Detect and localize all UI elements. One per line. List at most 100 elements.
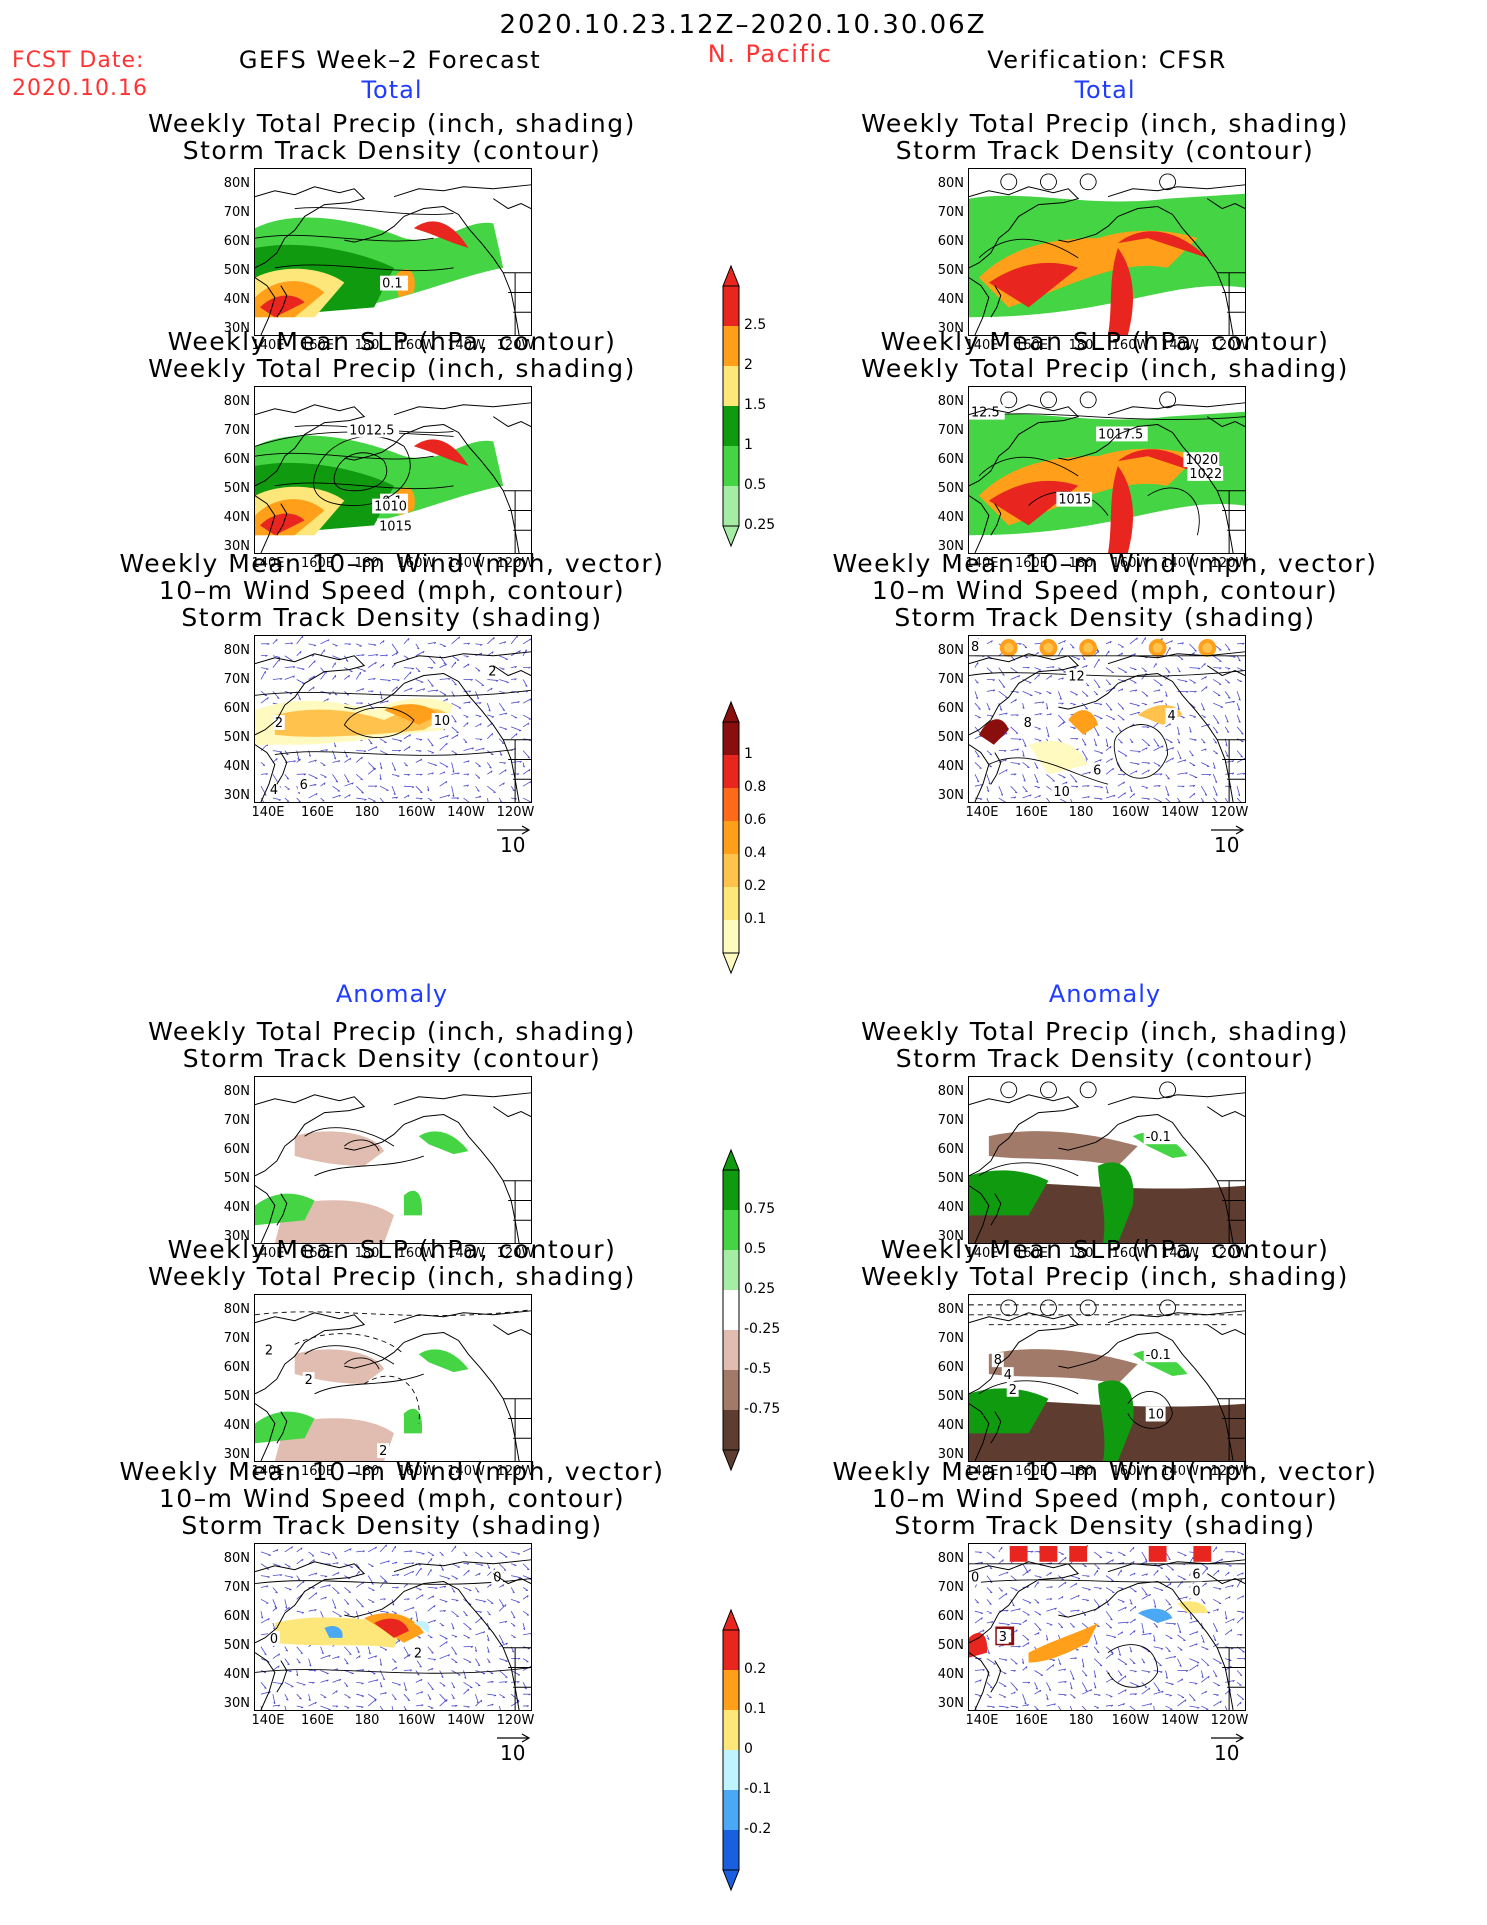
lon-tick-label: 120W — [1210, 805, 1249, 820]
lat-tick-label: 40N — [223, 759, 250, 774]
lon-tick-label: 140W — [447, 556, 485, 571]
contour-label: 8 — [994, 1353, 1002, 1368]
map-panel-forecast-5: 2 2 2 — [254, 1294, 532, 1462]
contour-label: 2 — [265, 1343, 273, 1358]
lat-tick-label: 70N — [223, 205, 250, 220]
lon-tick-label: 140W — [1161, 338, 1199, 353]
lat-tick-label: 50N — [223, 263, 250, 278]
contour-label: 4 — [1004, 1368, 1012, 1383]
lat-tick-label: 80N — [937, 1084, 964, 1099]
lat-tick-label: 30N — [937, 539, 964, 554]
lat-tick-label: 50N — [937, 1638, 964, 1653]
contour-label: -0.1 — [1146, 1130, 1171, 1145]
panel-title-line: Weekly Mean 10–m Wind (mph, vector) — [119, 1457, 665, 1486]
contour-label: 0 — [493, 1571, 501, 1586]
lat-tick-label: 80N — [223, 1084, 250, 1099]
lat-tick-label: 70N — [937, 1331, 964, 1346]
contour-label: 1015 — [379, 519, 412, 534]
lon-tick-label: 120W — [496, 805, 535, 820]
lon-tick-label: 140E — [251, 338, 285, 353]
lon-tick-label: 180 — [354, 338, 380, 353]
lon-tick-label: 160E — [1014, 1246, 1049, 1261]
lat-tick-label: 30N — [223, 321, 250, 336]
lon-tick-label: 180 — [354, 805, 380, 820]
lon-tick-label: 140W — [447, 1246, 485, 1261]
contour-label: 2 — [1009, 1383, 1017, 1398]
lat-tick-label: 60N — [223, 234, 250, 249]
lon-tick-label: 120W — [1210, 556, 1249, 571]
lat-tick-label: 70N — [223, 423, 250, 438]
contour-label: 0 — [270, 1632, 278, 1647]
lat-tick-label: 80N — [223, 1551, 250, 1566]
lat-tick-label: 70N — [223, 1331, 250, 1346]
lat-tick-label: 30N — [937, 1229, 964, 1244]
section-anomaly-verification: Anomaly — [1048, 980, 1162, 1008]
lat-tick-label: 40N — [937, 510, 964, 525]
lat-tick-label: 50N — [937, 1171, 964, 1186]
contour-label: 2 — [275, 716, 283, 731]
lat-tick-label: 60N — [223, 1360, 250, 1375]
lon-tick-label: 160E — [1014, 1713, 1049, 1728]
colorbar-label: 0.1 — [744, 1701, 767, 1717]
contour-label: 10 — [434, 714, 450, 729]
lat-tick-label: 40N — [223, 292, 250, 307]
lon-tick-label: 160E — [1014, 338, 1049, 353]
colorbar-label: 2 — [744, 357, 753, 373]
contour-label: -0.1 — [1146, 1348, 1171, 1363]
colorbar-label: 1 — [744, 746, 753, 762]
contour-label: 10 — [1053, 785, 1069, 800]
lon-tick-label: 120W — [1210, 1246, 1249, 1261]
lat-tick-label: 40N — [223, 1418, 250, 1433]
lat-tick-label: 30N — [937, 321, 964, 336]
lat-tick-label: 30N — [223, 539, 250, 554]
section-total-forecast: Total — [361, 76, 423, 104]
lon-tick-label: 160E — [300, 1464, 335, 1479]
lon-tick-label: 160E — [1014, 1464, 1049, 1479]
lat-tick-label: 70N — [937, 1580, 964, 1595]
lon-tick-label: 160W — [1111, 1464, 1150, 1479]
colorbar-label: 0.25 — [744, 517, 776, 533]
colorbar-label: -0.25 — [744, 1321, 781, 1337]
panel-title-line: Storm Track Density (shading) — [894, 1511, 1316, 1540]
panel-title-line: Weekly Total Precip (inch, shading) — [148, 1262, 636, 1291]
lon-tick-label: 160E — [300, 556, 335, 571]
lat-tick-label: 50N — [223, 481, 250, 496]
lat-tick-label: 50N — [223, 1638, 250, 1653]
colorbar-precip-anomaly — [722, 1148, 740, 1472]
lat-tick-label: 60N — [223, 1609, 250, 1624]
lon-tick-label: 120W — [496, 1246, 535, 1261]
lat-tick-label: 40N — [937, 1200, 964, 1215]
colorbar-label: 0.75 — [744, 1201, 776, 1217]
map-panel-forecast-4 — [254, 1076, 532, 1244]
lat-tick-label: 80N — [223, 394, 250, 409]
fcst-date-value: 2020.10.16 — [12, 76, 148, 101]
fcst-date-label: FCST Date: — [12, 48, 145, 73]
colorbar-label: -0.2 — [744, 1821, 772, 1837]
lat-tick-label: 80N — [223, 1302, 250, 1317]
forecast-title: GEFS Week–2 Forecast — [238, 46, 542, 74]
lat-tick-label: 30N — [937, 788, 964, 803]
contour-label: 2 — [379, 1444, 387, 1459]
vector-reference-arrow — [497, 1733, 530, 1743]
colorbar-label: 0.8 — [744, 779, 767, 795]
lon-tick-label: 120W — [496, 338, 535, 353]
vector-reference-label: 10 — [1214, 1741, 1240, 1765]
lat-tick-label: 60N — [223, 1142, 250, 1157]
map-panel-verification-4: -0.1 — [968, 1076, 1246, 1244]
lat-tick-label: 80N — [937, 394, 964, 409]
lat-tick-label: 40N — [937, 1667, 964, 1682]
lon-tick-label: 140E — [251, 805, 285, 820]
panel-title-line: Weekly Mean SLP (hPa, contour) — [167, 1235, 617, 1264]
lat-tick-label: 50N — [223, 1171, 250, 1186]
colorbar-label: 0.25 — [744, 1281, 776, 1297]
lat-tick-label: 30N — [223, 1229, 250, 1244]
contour-label: 6 — [1192, 1568, 1200, 1583]
lat-tick-label: 30N — [223, 788, 250, 803]
colorbar-label: 0 — [744, 1741, 753, 1757]
lon-tick-label: 160W — [1111, 338, 1150, 353]
lat-tick-label: 80N — [937, 1302, 964, 1317]
lon-tick-label: 180 — [1068, 1713, 1094, 1728]
lon-tick-label: 120W — [496, 1464, 535, 1479]
lat-tick-label: 40N — [223, 510, 250, 525]
